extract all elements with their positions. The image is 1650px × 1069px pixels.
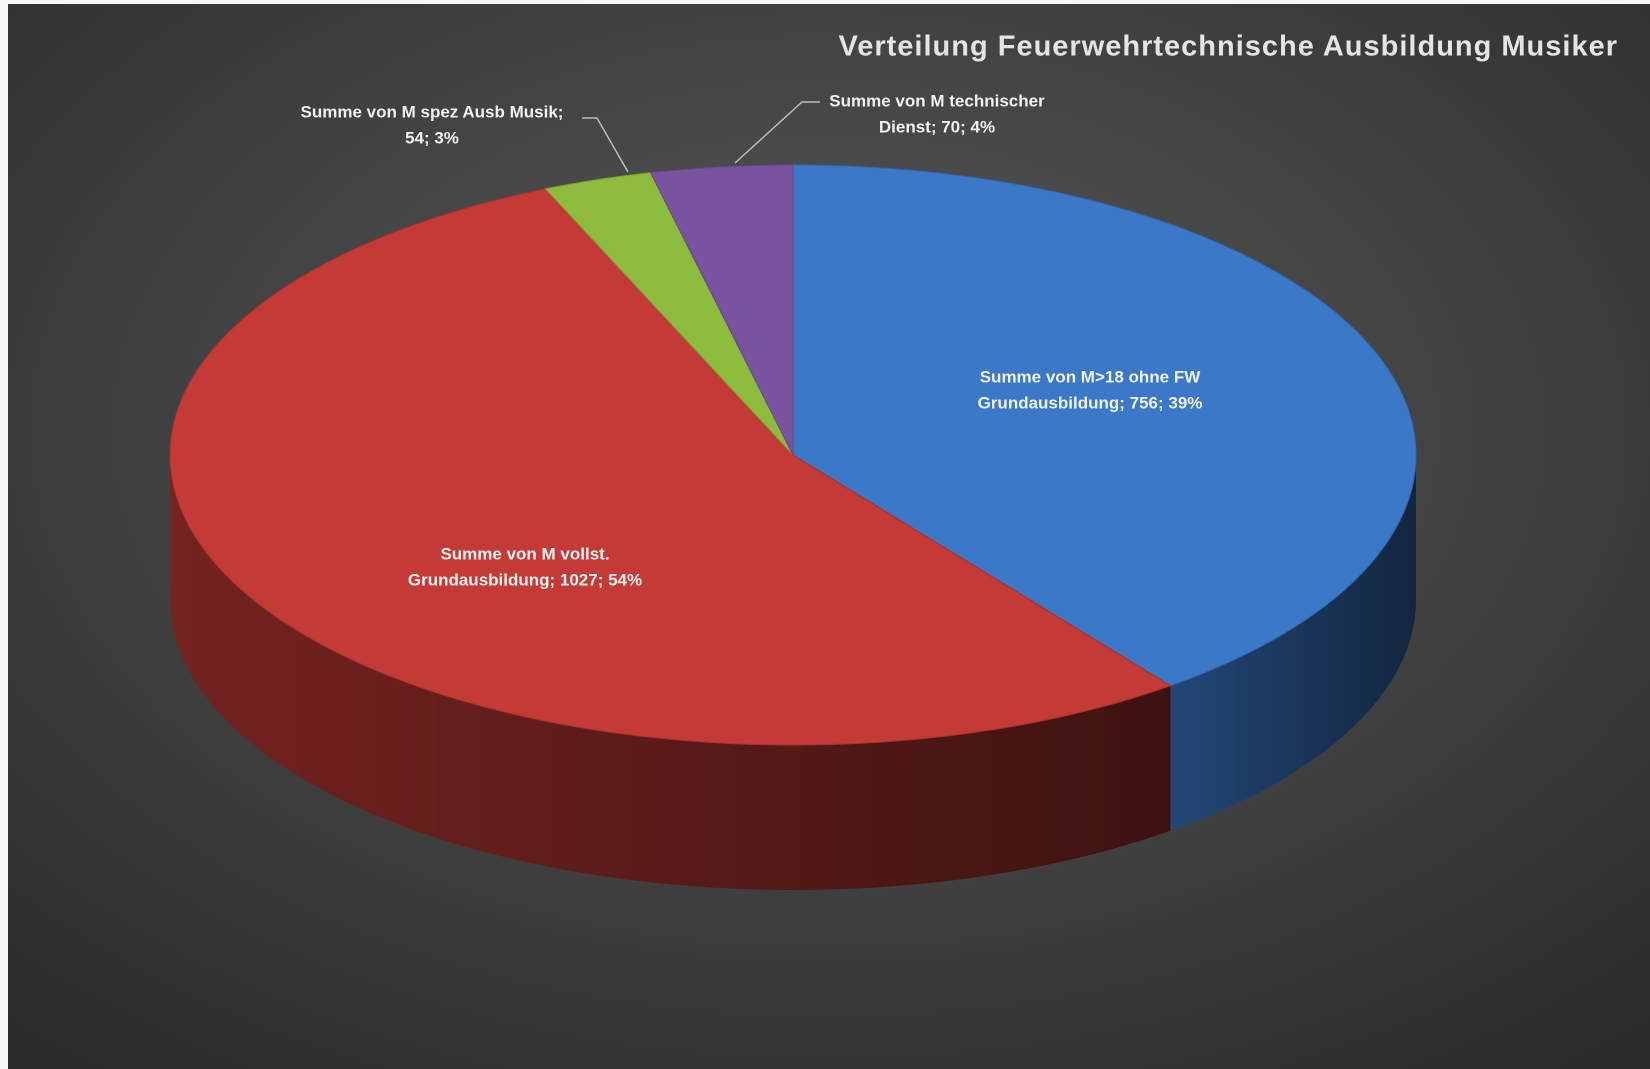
data-label: Grundausbildung; 756; 39% (978, 393, 1203, 412)
data-label: Dienst; 70; 4% (879, 117, 995, 136)
slice-side-shade (1170, 455, 1416, 831)
pie (169, 164, 1417, 890)
leader-line (582, 117, 629, 173)
slice (649, 164, 794, 456)
data-label: Summe von M spez Ausb Musik; (301, 102, 564, 121)
labels: Summe von M>18 ohne FW Grundausbildung; 7… (301, 91, 1203, 589)
data-label: Summe von M>18 ohne FW (980, 367, 1202, 386)
data-label: 54; 3% (405, 128, 459, 147)
leader-line (734, 101, 820, 164)
data-label: Grundausbildung; 1027; 54% (408, 570, 642, 589)
slice-side-shade (170, 455, 1171, 890)
chart-title: Verteilung Feuerwehrtechnische Ausbildun… (838, 31, 1618, 63)
data-label: Summe von M technischer (829, 91, 1045, 110)
slice (792, 164, 1417, 687)
slice (169, 188, 1172, 746)
data-label: Summe von M vollst. (440, 544, 609, 563)
slice (544, 172, 794, 456)
